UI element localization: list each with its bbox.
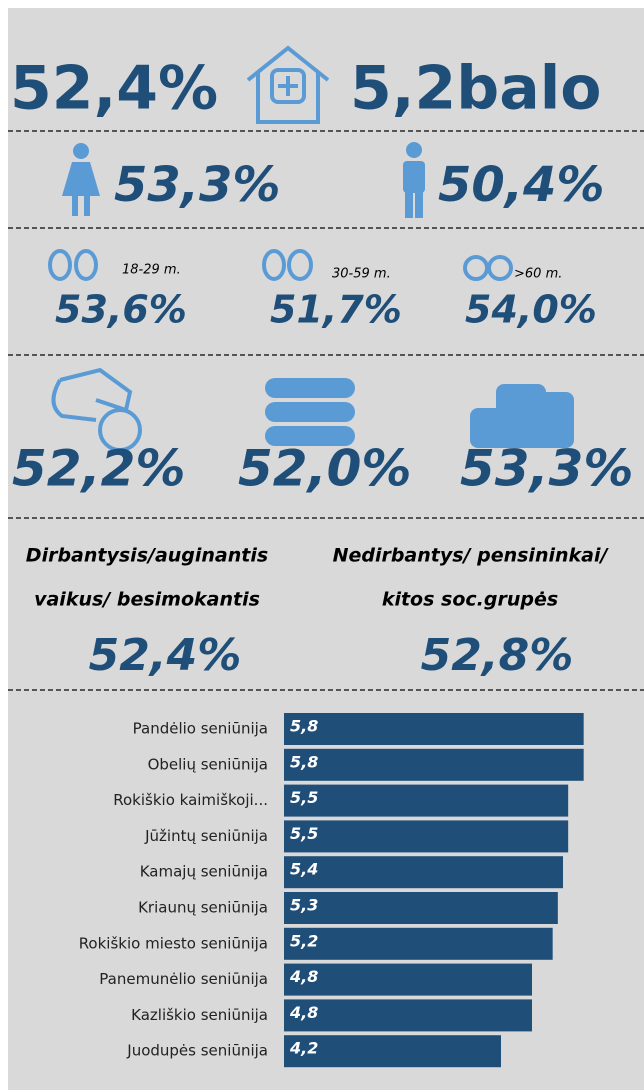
- male-icon: [403, 142, 425, 218]
- bar: [284, 892, 558, 924]
- occupation-value: 52,8%: [421, 630, 574, 681]
- bar: [284, 748, 584, 781]
- bar: [284, 999, 532, 1032]
- occupation-value: 52,4%: [89, 630, 242, 681]
- category-label: Kamajų seniūnija: [140, 863, 268, 881]
- income-value: 53,3%: [460, 440, 633, 498]
- value-label: 5,8: [290, 717, 318, 736]
- age-label: 30-59 m.: [332, 267, 391, 282]
- value-label: 4,2: [289, 1039, 318, 1058]
- bar: [284, 963, 532, 996]
- category-label: Kriaunų seniūnija: [138, 899, 268, 917]
- age-label: 18-29 m.: [122, 263, 181, 278]
- bar: [284, 1035, 501, 1068]
- age-value: 54,0%: [465, 288, 597, 332]
- value-label: 4,8: [289, 1003, 318, 1022]
- age-icons: [48, 249, 513, 281]
- value-label: 5,3: [290, 896, 318, 915]
- income-value: 52,2%: [12, 440, 185, 498]
- overall-value: 52,4%: [10, 54, 218, 124]
- age-value: 51,7%: [270, 288, 402, 332]
- category-label: Jūžintų seniūnija: [144, 827, 268, 845]
- category-label: Kazliškio seniūnija: [131, 1006, 268, 1024]
- value-label: 4,8: [289, 967, 318, 986]
- age-label: >60 m.: [514, 267, 562, 282]
- male-value: 50,4%: [438, 157, 605, 213]
- coins-icon: [470, 384, 574, 448]
- age-value: 53,6%: [55, 288, 187, 332]
- bar: [284, 713, 584, 745]
- value-label: 5,2: [290, 931, 318, 950]
- bar: [284, 927, 553, 960]
- value-label: 5,5: [290, 788, 318, 807]
- occupation-label: kitos soc.grupės: [382, 589, 558, 611]
- category-label: Obelių seniūnija: [148, 755, 268, 773]
- occupation-label: vaikus/ besimokantis: [34, 589, 260, 611]
- category-label: Juodupės seniūnija: [126, 1042, 268, 1060]
- hand-icon: [51, 367, 142, 452]
- income-value: 52,0%: [238, 440, 411, 498]
- category-label: Pandėlio seniūnija: [133, 720, 268, 738]
- value-label: 5,5: [290, 824, 318, 843]
- bar: [284, 856, 563, 889]
- category-label: Rokiškio kaimiškoji...: [113, 791, 268, 809]
- occupation-label: Dirbantysis/auginantis: [26, 545, 268, 567]
- category-label: Rokiškio miesto seniūnija: [79, 934, 268, 952]
- bar: [284, 820, 569, 853]
- female-icon: [62, 143, 100, 216]
- occupation-label: Nedirbantys/ pensininkai/: [333, 545, 610, 567]
- value-label: 5,8: [290, 752, 318, 771]
- value-label: 5,4: [290, 860, 318, 879]
- score-value: 5,2balo: [350, 54, 602, 124]
- stack-icon: [265, 378, 355, 446]
- house-icon: [246, 45, 330, 124]
- female-value: 53,3%: [114, 157, 281, 213]
- category-label: Panemunėlio seniūnija: [99, 970, 268, 988]
- bar: [284, 784, 569, 817]
